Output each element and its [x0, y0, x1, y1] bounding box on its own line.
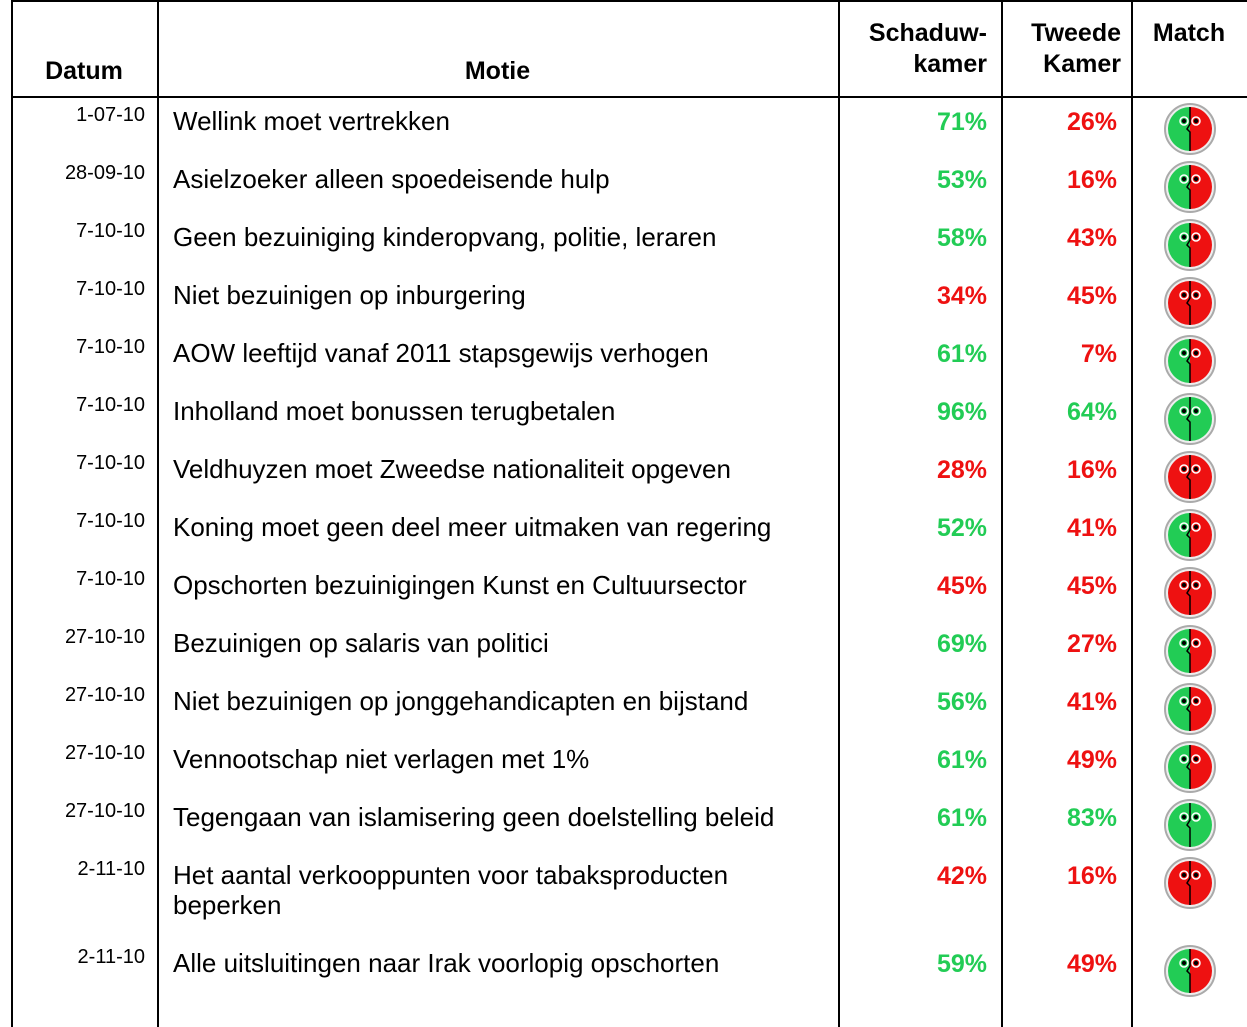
- date: 7-10-10: [76, 510, 145, 532]
- match-icon: [1164, 219, 1216, 271]
- header-line: Schaduw-: [868, 19, 987, 47]
- motion: Vennootschap niet verlagen met 1%: [173, 744, 590, 774]
- shadow-pct: 56%: [936, 688, 987, 716]
- header-line: kamer: [913, 50, 987, 78]
- date: 28-09-10: [64, 162, 145, 184]
- shadow-pct: 71%: [936, 108, 987, 136]
- match-icon: [1164, 625, 1216, 677]
- date: 7-10-10: [76, 568, 145, 590]
- motion: Niet bezuinigen op inburgering: [173, 280, 526, 310]
- date: 27-10-10: [64, 684, 145, 706]
- border: [838, 0, 840, 1027]
- header-motion: Motie: [464, 57, 531, 85]
- chamber-pct: 16%: [1066, 166, 1117, 194]
- chamber-pct: 49%: [1066, 950, 1117, 978]
- motion: AOW leeftijd vanaf 2011 stapsgewijs verh…: [173, 338, 709, 368]
- motion: Wellink moet vertrekken: [173, 106, 450, 136]
- border: [11, 0, 13, 1027]
- motion: Het aantal verkooppunten voor tabaksprod…: [173, 860, 729, 920]
- shadow-pct: 58%: [936, 224, 987, 252]
- chamber-pct: 64%: [1066, 398, 1117, 426]
- chamber-pct: 49%: [1066, 746, 1117, 774]
- border: [11, 96, 1247, 98]
- date: 7-10-10: [76, 220, 145, 242]
- motion: Asielzoeker alleen spoedeisende hulp: [173, 164, 610, 194]
- chamber-pct: 45%: [1066, 282, 1117, 310]
- header-date: Datum: [45, 57, 123, 85]
- date: 2-11-10: [77, 858, 145, 880]
- shadow-pct: 28%: [936, 456, 987, 484]
- shadow-pct: 61%: [936, 340, 987, 368]
- chamber-pct: 45%: [1066, 572, 1117, 600]
- header-chamber: Tweede Kamer: [1001, 18, 1131, 80]
- motion: Veldhuyzen moet Zweedse nationaliteit op…: [173, 454, 731, 484]
- match-icon: [1164, 335, 1216, 387]
- header-line: Tweede: [1031, 19, 1121, 47]
- chamber-pct: 41%: [1066, 514, 1117, 542]
- match-icon: [1164, 451, 1216, 503]
- motion: Opschorten bezuinigingen Kunst en Cultuu…: [173, 570, 747, 600]
- motion: Geen bezuiniging kinderopvang, politie, …: [173, 222, 717, 252]
- date: 2-11-10: [77, 946, 145, 968]
- shadow-pct: 61%: [936, 804, 987, 832]
- border: [1131, 0, 1133, 1027]
- chamber-pct: 7%: [1080, 340, 1117, 368]
- header-match: Match: [1152, 19, 1226, 47]
- motion: Bezuinigen op salaris van politici: [173, 628, 549, 658]
- chamber-pct: 16%: [1066, 862, 1117, 890]
- chamber-pct: 16%: [1066, 456, 1117, 484]
- motion: Tegengaan van islamisering geen doelstel…: [173, 802, 775, 832]
- shadow-pct: 45%: [936, 572, 987, 600]
- shadow-pct: 96%: [936, 398, 987, 426]
- match-icon: [1164, 945, 1216, 997]
- date: 7-10-10: [76, 394, 145, 416]
- match-icon: [1164, 161, 1216, 213]
- match-icon: [1164, 393, 1216, 445]
- shadow-pct: 69%: [936, 630, 987, 658]
- match-icon: [1164, 683, 1216, 735]
- chamber-pct: 27%: [1066, 630, 1117, 658]
- date: 1-07-10: [76, 104, 145, 126]
- border: [157, 0, 159, 1027]
- match-icon: [1164, 509, 1216, 561]
- motion: Alle uitsluitingen naar Irak voorlopig o…: [173, 948, 720, 978]
- match-icon: [1164, 857, 1216, 909]
- date: 27-10-10: [64, 742, 145, 764]
- match-icon: [1164, 567, 1216, 619]
- date: 7-10-10: [76, 278, 145, 300]
- motion: Niet bezuinigen op jonggehandicapten en …: [173, 686, 749, 716]
- shadow-pct: 42%: [936, 862, 987, 890]
- motion: Koning moet geen deel meer uitmaken van …: [173, 512, 772, 542]
- header-line: Kamer: [1043, 50, 1121, 78]
- date: 7-10-10: [76, 336, 145, 358]
- shadow-pct: 52%: [936, 514, 987, 542]
- match-icon: [1164, 741, 1216, 793]
- date: 27-10-10: [64, 626, 145, 648]
- shadow-pct: 61%: [936, 746, 987, 774]
- match-icon: [1164, 799, 1216, 851]
- match-icon: [1164, 277, 1216, 329]
- chamber-pct: 41%: [1066, 688, 1117, 716]
- motion: Inholland moet bonussen terugbetalen: [173, 396, 616, 426]
- border: [1001, 0, 1003, 1027]
- shadow-pct: 34%: [936, 282, 987, 310]
- date: 27-10-10: [64, 800, 145, 822]
- match-icon: [1164, 103, 1216, 155]
- date: 7-10-10: [76, 452, 145, 474]
- shadow-pct: 59%: [936, 950, 987, 978]
- header-shadow: Schaduw- kamer: [838, 18, 1001, 80]
- shadow-pct: 53%: [936, 166, 987, 194]
- border: [11, 0, 1247, 2]
- chamber-pct: 83%: [1066, 804, 1117, 832]
- chamber-pct: 26%: [1066, 108, 1117, 136]
- chamber-pct: 43%: [1066, 224, 1117, 252]
